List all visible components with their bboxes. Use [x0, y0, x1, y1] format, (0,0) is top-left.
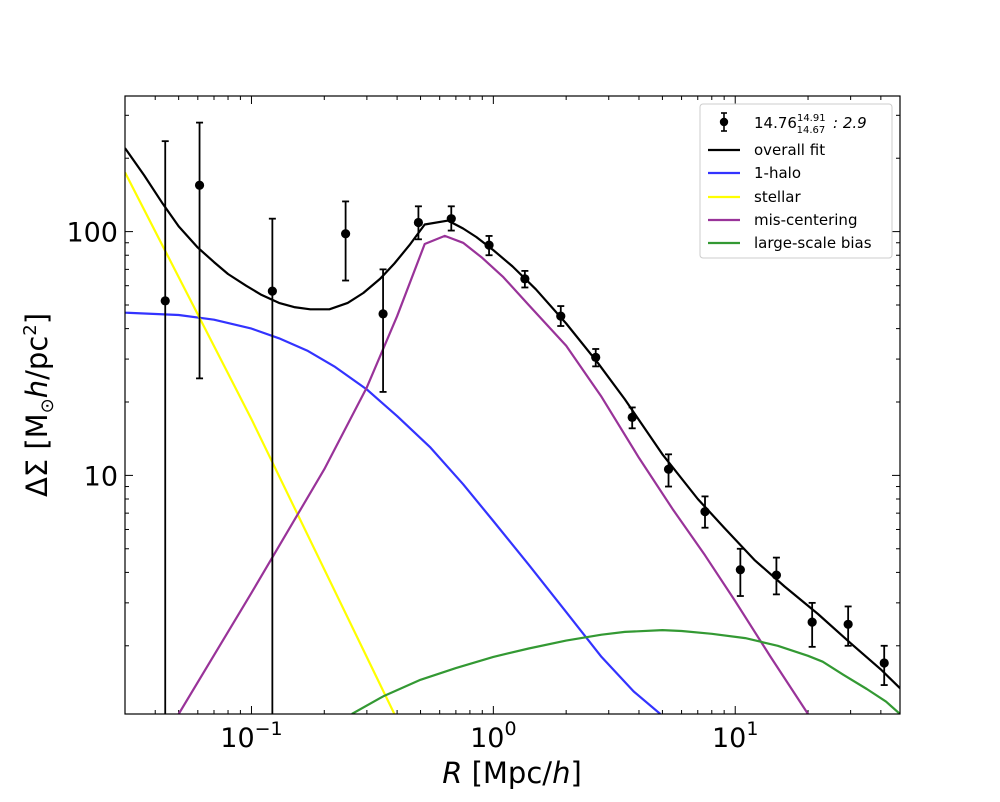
- tick-labels: 10−1 100 101 10 100: [66, 218, 758, 754]
- legend-label-data: 14.7614.91 14.67 : 2.9: [754, 113, 867, 136]
- plot-frame: [124, 95, 901, 715]
- data-point: [807, 617, 817, 627]
- data-point: [160, 296, 170, 306]
- legend-label-stellar: stellar: [754, 188, 801, 206]
- axis-ticks: [124, 96, 900, 714]
- data-point: [591, 352, 601, 362]
- data-point: [520, 274, 530, 284]
- model-curves: [125, 147, 900, 714]
- x-axis-label: R [Mpc/h]: [442, 756, 582, 790]
- legend-marker-point: [719, 117, 729, 127]
- legend: 14.7614.91 14.67 : 2.9 overall fit 1-halo st…: [699, 103, 893, 259]
- legend-box: [699, 103, 893, 259]
- data-point: [663, 464, 674, 474]
- data-point: [484, 240, 494, 250]
- data-point: [446, 214, 456, 224]
- data-point: [627, 412, 637, 422]
- legend-label-mis-centering: mis-centering: [754, 211, 857, 229]
- y-tick-label: 100: [66, 218, 118, 249]
- x-tick-label: 100: [470, 718, 516, 754]
- legend-label-overall-fit: overall fit: [754, 141, 825, 159]
- x-tick-label: 10−1: [220, 718, 282, 754]
- data-point: [267, 286, 277, 296]
- y-tick-label: 10: [84, 461, 118, 492]
- data-point: [735, 565, 745, 575]
- data-point: [341, 229, 351, 239]
- series-line-large-scale-bias: [351, 628, 900, 714]
- y-axis-label: ΔΣ [M⊙h/pc2]: [20, 313, 58, 497]
- measurement-points: [160, 121, 889, 714]
- legend-label-large-scale-bias: large-scale bias: [754, 234, 872, 252]
- data-point: [843, 619, 853, 629]
- data-point: [413, 217, 424, 228]
- series-line-stellar: [125, 171, 396, 714]
- series-line-overall-fit: [125, 147, 900, 689]
- data-point: [194, 180, 205, 190]
- data-point: [879, 658, 889, 668]
- data-point: [700, 507, 710, 517]
- series-line-1-halo: [125, 311, 662, 714]
- legend-label-1-halo: 1-halo: [754, 164, 801, 182]
- data-point: [556, 311, 566, 321]
- series-line-mis-centering: [177, 234, 809, 714]
- data-point: [378, 309, 388, 319]
- x-tick-label: 101: [712, 718, 758, 754]
- data-point: [771, 570, 782, 580]
